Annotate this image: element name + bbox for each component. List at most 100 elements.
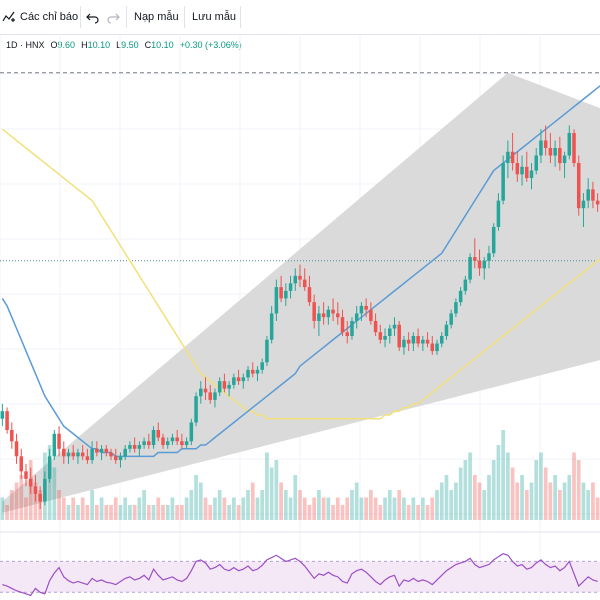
volume-bar [449,490,454,520]
indicators-button[interactable]: Các chỉ báo [20,11,79,23]
candle-body [397,324,401,348]
volume-bar [534,460,539,520]
candle-body [562,155,567,164]
rsi-band [0,561,600,593]
volume-bar [80,497,85,520]
volume-bar [359,497,364,520]
volume-bar [520,475,524,520]
candle-body [38,493,42,502]
volume-bar [472,475,477,520]
candle-body [534,155,538,171]
candle-body [454,302,458,314]
volume-bar [326,497,331,520]
candle-body [128,445,132,449]
candle-body [392,324,397,329]
candle-body [567,132,572,156]
volume-bar [491,460,496,520]
volume-bar [482,490,487,520]
candle-body [132,445,137,449]
volume-bar [184,497,189,520]
volume-bar [387,490,392,520]
candle-body [170,437,175,442]
volume-bar [496,445,501,520]
toolbar-divider [240,6,241,28]
candle-body [43,478,47,502]
volume-bar [317,490,321,520]
volume-bar [19,475,24,520]
candle-body [506,151,510,164]
undo-icon[interactable] [86,0,100,34]
candle-body [354,313,359,321]
candle-body [553,148,557,156]
candle-body [28,478,33,487]
volume-bar [298,490,302,520]
volume-bar [458,467,463,520]
volume-bar [312,497,317,520]
volume-bar [71,497,76,520]
volume-bar [250,482,255,520]
volume-bar [435,490,439,520]
volume-bar [269,467,274,520]
volume-bar [369,490,373,520]
candle-body [19,456,24,472]
candle-body [5,411,9,430]
candle-body [326,309,331,318]
candle-body [435,343,439,352]
ohlc-legend: 1D · HNX O9.60 H10.10 L9.50 C10.10 +0.30… [6,40,242,50]
volume-bar [255,497,260,520]
redo-icon[interactable] [106,0,120,34]
candle-body [274,287,279,314]
candle-body [364,305,368,310]
volume-bar [128,505,132,520]
candle-body [496,200,501,227]
candle-body [515,163,520,175]
candle-body [491,226,496,254]
candle-body [213,392,217,400]
volume-bar [444,475,449,520]
volume-bar [529,482,534,520]
save-template-button[interactable]: Lưu mẫu [192,11,237,23]
volume-bar [142,490,146,520]
close-value: C10.10 [144,40,174,50]
candle-body [24,471,28,479]
volume-bar [416,505,420,520]
candle-body [345,332,350,336]
volume-bar [279,482,283,520]
candle-body [161,437,165,446]
candle-body [208,392,212,400]
volume-bar [506,452,510,520]
candle-body [463,279,468,291]
volume-bar [61,497,66,520]
volume-bar [265,452,269,520]
volume-bar [194,475,198,520]
candle-body [255,369,260,374]
candle-body [113,456,118,461]
volume-bar [9,490,14,520]
candle-body [284,290,288,299]
low-value: L9.50 [116,40,139,50]
volume-bar [487,475,491,520]
candle-body [76,452,80,457]
candle-body [269,313,274,340]
indicators-icon[interactable] [2,0,16,34]
candle-body [449,313,453,325]
volume-bar [477,482,482,520]
volume-bar [425,505,430,520]
volume-bar [180,505,184,520]
candle-body [118,456,123,461]
volume-bar [591,482,595,520]
candle-body [80,452,85,457]
candle-body [501,163,505,201]
volume-bar [539,452,543,520]
candle-body [350,320,354,336]
candle-body [260,362,264,370]
candle-body [458,290,463,303]
candle-body [288,283,293,291]
volume-bar [283,490,288,520]
volume-bar [402,497,406,520]
candle-body [184,441,189,446]
candle-body [99,448,104,453]
price-chart[interactable] [0,34,600,600]
load-template-button[interactable]: Nạp mẫu [134,11,179,23]
candle-body [543,140,548,148]
